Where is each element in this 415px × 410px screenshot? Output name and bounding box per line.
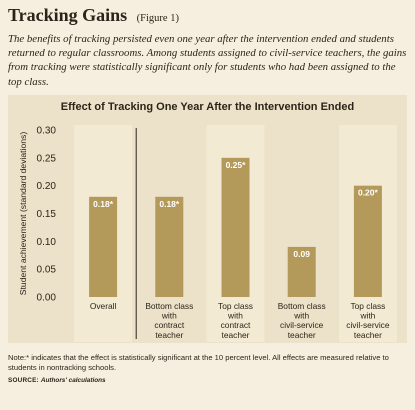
- bar: [155, 196, 184, 297]
- x-tick-label: teacher: [288, 330, 316, 340]
- y-tick-label: 0.15: [37, 209, 57, 220]
- x-tick-label: Overall: [90, 301, 117, 311]
- bar-value-label: 0.09: [293, 249, 310, 259]
- bar: [287, 246, 316, 297]
- bar-value-label: 0.18*: [159, 199, 180, 209]
- y-tick-label: 0.10: [37, 237, 57, 248]
- bar-value-label: 0.18*: [93, 199, 114, 209]
- source-label: SOURCE:: [8, 377, 39, 384]
- bar: [89, 196, 118, 297]
- figure-header: Tracking Gains (Figure 1) The benefits o…: [8, 5, 407, 89]
- bar-chart: Student achievement (standard deviations…: [18, 125, 397, 342]
- x-tick-label: with: [359, 311, 375, 321]
- x-tick-label: teacher: [222, 330, 250, 340]
- x-tick-label: with: [227, 311, 243, 321]
- x-tick-label: teacher: [354, 330, 382, 340]
- chart-title: Effect of Tracking One Year After the In…: [60, 101, 355, 113]
- y-tick-label: 0.25: [37, 153, 57, 164]
- source-line: SOURCE: Authors' calculations: [8, 377, 106, 384]
- x-tick-label: with: [293, 311, 309, 321]
- figure-intro: The benefits of tracking persisted even …: [8, 33, 407, 88]
- bar-value-label: 0.25*: [226, 160, 247, 170]
- title-line: Tracking Gains (Figure 1): [8, 5, 407, 26]
- x-tick-label: with: [161, 311, 177, 321]
- figure-title: Tracking Gains: [8, 5, 128, 25]
- y-tick-label: 0.30: [37, 126, 57, 137]
- x-tick-label: contract: [221, 320, 251, 330]
- source-text: Authors' calculations: [40, 377, 106, 384]
- figure-number: (Figure 1): [136, 13, 179, 24]
- x-tick-label: Top class: [218, 301, 253, 311]
- x-tick-label: Top class: [350, 301, 385, 311]
- x-tick-label: contract: [154, 320, 184, 330]
- x-tick-label: Bottom class: [278, 301, 326, 311]
- bar: [221, 157, 250, 297]
- x-tick-label: civil-service: [346, 320, 390, 330]
- y-tick-label: 0.20: [37, 181, 57, 192]
- bar: [353, 185, 382, 297]
- y-tick-label: 0.00: [37, 293, 57, 304]
- x-tick-label: civil-service: [280, 320, 324, 330]
- y-axis-label: Student achievement (standard deviations…: [18, 132, 28, 296]
- chart-panel: Effect of Tracking One Year After the In…: [8, 95, 407, 343]
- x-tick-label: teacher: [155, 330, 183, 340]
- x-tick-label: Bottom class: [145, 301, 193, 311]
- bar-value-label: 0.20*: [358, 188, 379, 198]
- footnote: Note:* indicates that the effect is stat…: [8, 353, 389, 372]
- y-tick-label: 0.05: [37, 265, 57, 276]
